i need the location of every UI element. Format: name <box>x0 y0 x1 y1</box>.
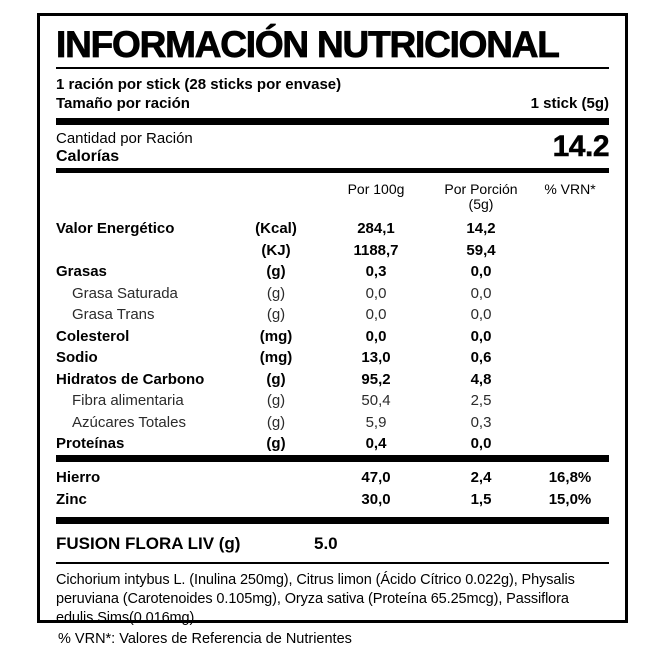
table-row: Fibra alimentaria (g) 50,4 2,5 <box>56 390 609 412</box>
nutrient-unit: (mg) <box>259 327 293 345</box>
per-100g-value: 284,1 <box>357 220 395 237</box>
serving-size-label: Tamaño por ración <box>56 95 190 112</box>
per-portion-value: 0,3 <box>470 413 492 431</box>
table-row: Hidratos de Carbono (g) 95,2 4,8 <box>56 369 609 391</box>
nutrient-unit: (KJ) <box>261 241 291 259</box>
table-row: Colesterol (mg) 0,0 0,0 <box>56 326 609 348</box>
nutrient-unit: (g) <box>266 306 286 323</box>
nutrition-label-panel: INFORMACIÓN NUTRICIONAL 1 ración por sti… <box>37 13 628 626</box>
calories-section: Cantidad por Ración Calorías 14.2 <box>56 130 610 166</box>
nutrient-label: Valor Energético <box>56 220 175 237</box>
per-portion-value: 0,0 <box>470 263 492 280</box>
nutrient-unit: (g) <box>266 370 286 388</box>
per-100g-value: 95,2 <box>361 370 391 388</box>
fusion-flora-value: 5.0 <box>314 533 338 553</box>
table-row: Azúcares Totales (g) 5,9 0,3 <box>56 412 609 434</box>
per-portion-value: 0,0 <box>470 435 492 452</box>
col-header-vrn: % VRN* <box>544 181 596 197</box>
per-portion-value: 0,6 <box>470 349 492 366</box>
ingredients-text: Cichorium intybus L. (Inulina 250mg), Ci… <box>56 571 575 626</box>
nutrient-label: Sodio <box>56 349 98 366</box>
table-row: Proteínas (g) 0,4 0,0 <box>56 433 609 455</box>
section-divider-thick <box>56 118 609 125</box>
nutrient-unit: (mg) <box>259 349 293 366</box>
nutrient-label: Fibra alimentaria <box>72 392 184 409</box>
calories-label: Calorías <box>56 148 120 165</box>
per-portion-value: 2,5 <box>470 392 492 409</box>
per-100g-value: 0,0 <box>365 284 387 302</box>
col-header-per-portion: Por Porción (5g) <box>431 181 531 212</box>
table-row: Sodio (mg) 13,0 0,6 <box>56 347 609 369</box>
table-row: Grasa Trans (g) 0,0 0,0 <box>56 304 609 326</box>
col-header-portion-sub: (5g) <box>468 196 494 212</box>
per-100g-value: 5,9 <box>365 413 387 431</box>
amount-per-serving-label: Cantidad por Ración <box>56 130 193 147</box>
nutrient-label: Hidratos de Carbono <box>56 370 205 388</box>
table-row: Grasas (g) 0,3 0,0 <box>56 261 609 283</box>
section-divider-medium <box>56 168 609 173</box>
nutrient-unit: (g) <box>266 284 286 302</box>
servings-per-container: 1 ración por stick (28 sticks por envase… <box>56 76 342 93</box>
per-100g-value: 1188,7 <box>353 241 399 259</box>
per-100g-value: 0,3 <box>365 263 387 280</box>
nutrients-table: Valor Energético (Kcal) 284,1 14,2 (KJ) … <box>56 218 609 455</box>
nutrient-label: Colesterol <box>56 327 130 345</box>
title-divider <box>56 67 609 69</box>
serving-size-value: 1 stick (5g) <box>530 95 609 112</box>
page-title: INFORMACIÓN NUTRICIONAL <box>56 24 561 65</box>
nutrient-unit: (g) <box>266 435 286 452</box>
fusion-flora-label: FUSION FLORA LIV (g) <box>56 533 241 553</box>
per-portion-value: 0,0 <box>470 306 492 323</box>
table-row: Hierro 47,0 2,4 16,8% <box>56 467 609 489</box>
section-divider-thick <box>56 516 609 524</box>
nutrient-unit: (g) <box>266 263 286 280</box>
per-portion-value: 1,5 <box>470 490 492 508</box>
col-header-per-100g: Por 100g <box>347 181 405 197</box>
table-row: Grasa Saturada (g) 0,0 0,0 <box>56 283 609 305</box>
fusion-flora-row: FUSION FLORA LIV (g) 5.0 <box>56 533 609 555</box>
nutrient-label: Hierro <box>56 468 101 486</box>
nutrient-unit: (g) <box>266 392 286 409</box>
per-100g-value: 30,0 <box>361 490 391 508</box>
per-100g-value: 0,0 <box>365 306 387 323</box>
calories-labels: Cantidad por Ración Calorías <box>56 130 193 166</box>
nutrient-label: Proteínas <box>56 435 125 452</box>
section-divider-thick <box>56 454 609 462</box>
per-portion-value: 2,4 <box>470 468 492 486</box>
nutrient-label: Zinc <box>56 490 87 508</box>
table-row: (KJ) 1188,7 59,4 <box>56 240 609 262</box>
per-portion-value: 14,2 <box>466 220 496 237</box>
table-row: Valor Energético (Kcal) 284,1 14,2 <box>56 218 609 240</box>
per-100g-value: 47,0 <box>361 468 391 486</box>
nutrient-unit: (g) <box>266 413 286 431</box>
table-header-row: Por 100g Por Porción (5g) % VRN* <box>56 181 609 212</box>
per-100g-value: 0,4 <box>365 435 387 452</box>
minerals-table: Hierro 47,0 2,4 16,8% Zinc 30,0 1,5 15,0… <box>56 462 609 517</box>
vrn-footnote: % VRN*: Valores de Referencia de Nutrien… <box>58 631 352 647</box>
per-portion-value: 4,8 <box>470 370 492 388</box>
nutrient-label: Azúcares Totales <box>72 413 186 431</box>
table-row: Zinc 30,0 1,5 15,0% <box>56 489 609 511</box>
calories-value: 14.2 <box>552 130 609 164</box>
vrn-value: 15,0% <box>548 490 592 508</box>
per-100g-value: 0,0 <box>365 327 387 345</box>
per-portion-value: 0,0 <box>470 327 492 345</box>
nutrient-label: Grasa Trans <box>72 306 155 323</box>
ingredients-divider <box>56 561 609 564</box>
serving-size-row: Tamaño por ración 1 stick (5g) <box>56 95 609 112</box>
per-100g-value: 13,0 <box>361 349 391 366</box>
nutrient-unit: (Kcal) <box>255 220 297 237</box>
vrn-value: 16,8% <box>548 468 592 486</box>
nutrient-label: Grasas <box>56 263 107 280</box>
per-portion-value: 0,0 <box>470 284 492 302</box>
per-100g-value: 50,4 <box>361 392 391 409</box>
nutrient-label: Grasa Saturada <box>72 284 178 302</box>
per-portion-value: 59,4 <box>466 241 496 259</box>
